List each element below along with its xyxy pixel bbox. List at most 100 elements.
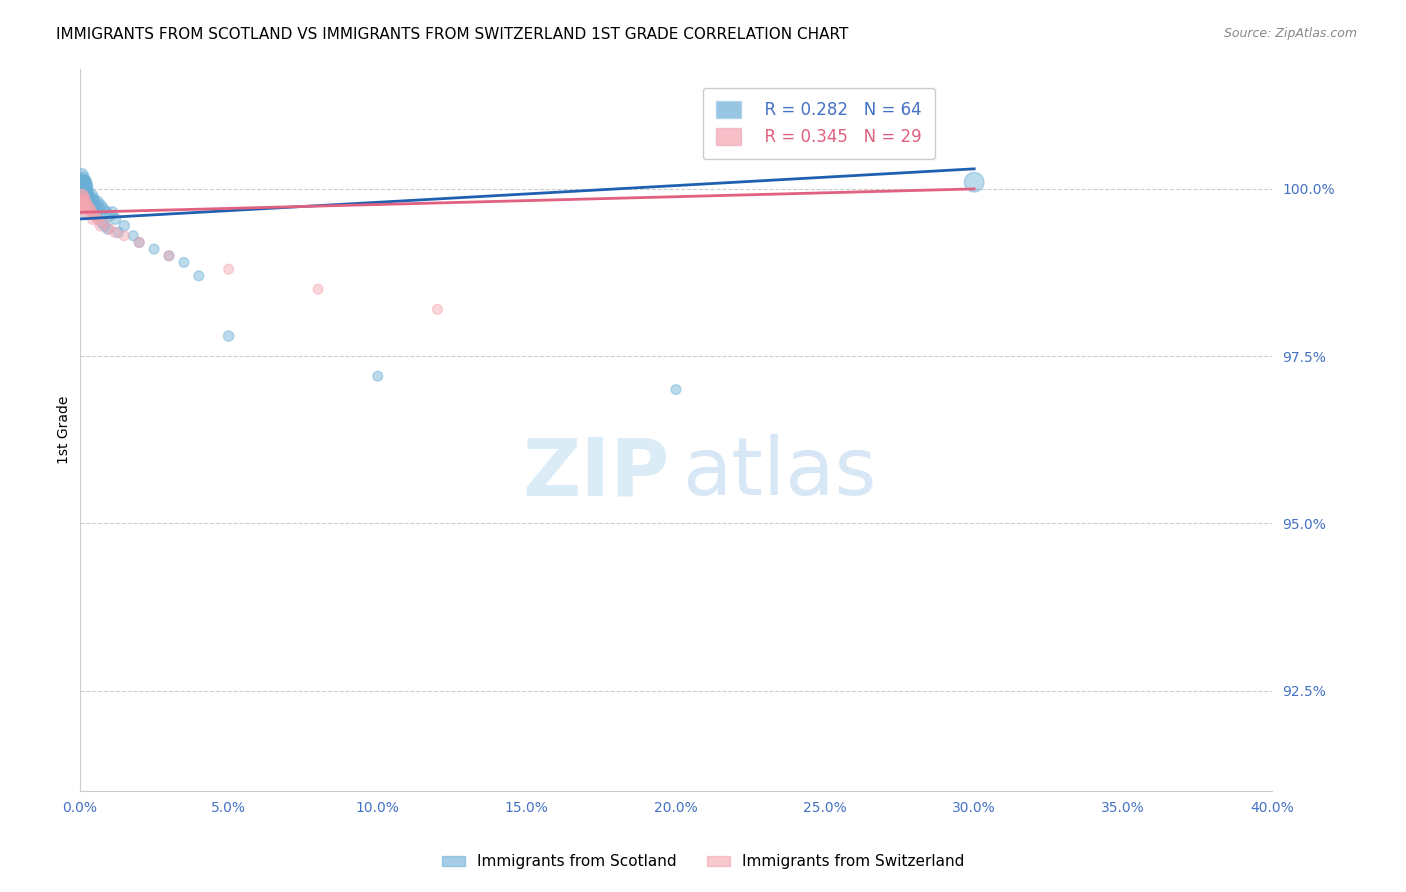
Point [104,212,127,227]
Point [73,175,96,189]
Text: atlas: atlas [682,434,876,512]
Point [80,205,103,219]
Point [79,192,101,206]
Y-axis label: 1st Grade: 1st Grade [58,395,72,464]
Point [90,215,112,229]
Point [93,215,115,229]
Point [80,195,103,210]
Point [72,195,94,210]
Point [80,202,103,216]
Point [83,205,105,219]
Point [82,192,104,206]
Point [157,249,180,263]
Point [367,369,389,384]
Point [75,195,97,210]
Point [665,383,688,397]
Point [128,235,150,250]
Point [112,228,135,243]
Text: ZIP: ZIP [523,434,671,512]
Point [73,182,96,196]
Point [72,172,94,186]
Point [76,192,98,206]
Point [75,188,97,202]
Legend:   R = 0.282   N = 64,   R = 0.345   N = 29: R = 0.282 N = 64, R = 0.345 N = 29 [703,87,935,159]
Point [77,195,100,210]
Text: IMMIGRANTS FROM SCOTLAND VS IMMIGRANTS FROM SWITZERLAND 1ST GRADE CORRELATION CH: IMMIGRANTS FROM SCOTLAND VS IMMIGRANTS F… [56,27,849,42]
Point [83,209,105,223]
Point [87,202,110,216]
Point [75,178,97,193]
Point [70,195,93,210]
Point [73,202,96,216]
Point [157,249,180,263]
Point [73,182,96,196]
Point [70,188,93,202]
Point [72,175,94,189]
Point [84,199,107,213]
Point [73,175,96,189]
Point [73,188,96,202]
Point [76,199,98,213]
Point [89,199,111,213]
Point [72,199,94,213]
Point [72,195,94,210]
Text: Source: ZipAtlas.com: Source: ZipAtlas.com [1223,27,1357,40]
Point [218,329,240,343]
Point [86,195,108,210]
Point [70,175,93,189]
Point [107,226,129,240]
Point [426,302,449,317]
Point [72,178,94,193]
Point [93,202,115,216]
Point [122,228,145,243]
Point [72,178,94,193]
Point [76,192,98,206]
Point [79,195,101,210]
Point [101,205,124,219]
Point [96,205,118,219]
Point [77,192,100,206]
Point [73,175,96,189]
Point [80,188,103,202]
Point [173,255,195,269]
Legend: Immigrants from Scotland, Immigrants from Switzerland: Immigrants from Scotland, Immigrants fro… [436,848,970,875]
Point [307,282,329,296]
Point [75,178,97,193]
Point [75,182,97,196]
Point [70,182,93,196]
Point [82,212,104,227]
Point [963,175,986,189]
Point [143,242,166,256]
Point [112,219,135,233]
Point [73,192,96,206]
Point [73,199,96,213]
Point [104,226,127,240]
Point [76,188,98,202]
Point [97,222,120,236]
Point [98,222,121,236]
Point [98,209,121,223]
Point [94,219,117,233]
Point [83,195,105,210]
Point [70,192,93,206]
Point [187,268,209,283]
Point [218,262,240,277]
Point [89,219,111,233]
Point [72,175,94,189]
Point [76,188,98,202]
Point [75,205,97,219]
Point [86,209,108,223]
Point [69,195,91,210]
Point [70,175,93,189]
Point [76,186,98,200]
Point [70,188,93,202]
Point [70,169,93,183]
Point [73,182,96,196]
Point [79,202,101,216]
Point [70,182,93,196]
Point [77,202,100,216]
Point [75,182,97,196]
Point [128,235,150,250]
Point [75,186,97,200]
Point [86,212,108,227]
